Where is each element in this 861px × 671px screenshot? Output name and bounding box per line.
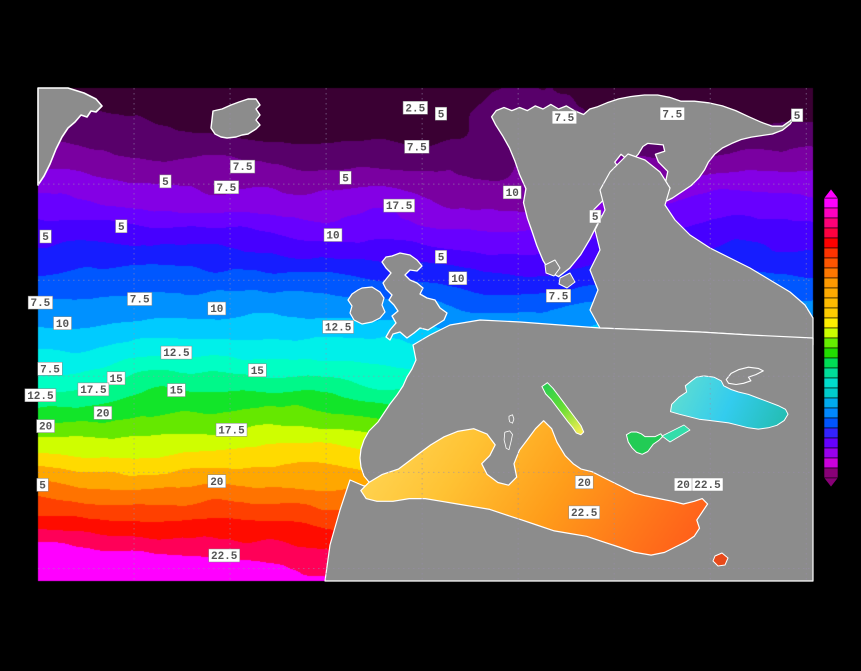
- svg-text:12.5: 12.5: [27, 391, 54, 403]
- svg-text:22.5: 22.5: [694, 480, 721, 492]
- svg-text:5: 5: [438, 253, 445, 265]
- svg-text:10: 10: [56, 319, 69, 331]
- svg-text:5: 5: [342, 173, 349, 185]
- svg-text:20: 20: [39, 422, 52, 434]
- svg-text:7.5: 7.5: [549, 291, 569, 303]
- svg-text:7.5: 7.5: [130, 295, 150, 307]
- svg-text:7.5: 7.5: [662, 109, 682, 121]
- svg-text:22.5: 22.5: [571, 508, 598, 520]
- svg-text:12.5: 12.5: [325, 323, 352, 335]
- svg-text:20: 20: [677, 480, 690, 492]
- svg-text:15: 15: [251, 366, 265, 378]
- svg-text:7.5: 7.5: [30, 298, 50, 310]
- svg-text:12.5: 12.5: [163, 348, 190, 360]
- svg-text:17.5: 17.5: [80, 385, 107, 397]
- svg-text:10: 10: [506, 188, 519, 200]
- svg-text:5: 5: [794, 111, 801, 123]
- svg-text:7.5: 7.5: [216, 183, 236, 195]
- svg-text:10: 10: [451, 274, 464, 286]
- svg-text:20: 20: [96, 409, 109, 421]
- svg-text:17.5: 17.5: [218, 425, 245, 437]
- svg-text:22.5: 22.5: [211, 551, 238, 563]
- svg-text:5: 5: [162, 177, 169, 189]
- svg-text:5: 5: [438, 109, 445, 121]
- svg-text:2.5: 2.5: [405, 103, 425, 115]
- svg-text:7.5: 7.5: [407, 142, 427, 154]
- svg-text:20: 20: [210, 477, 223, 489]
- svg-text:15: 15: [109, 374, 123, 386]
- svg-text:17.5: 17.5: [386, 201, 413, 213]
- svg-text:10: 10: [326, 231, 339, 243]
- svg-text:5: 5: [42, 232, 49, 244]
- svg-text:7.5: 7.5: [554, 113, 574, 125]
- svg-text:7.5: 7.5: [40, 364, 60, 376]
- svg-text:5: 5: [118, 222, 125, 234]
- svg-text:7.5: 7.5: [233, 162, 253, 174]
- svg-text:20: 20: [578, 478, 591, 490]
- svg-text:5: 5: [39, 481, 46, 493]
- svg-text:15: 15: [170, 386, 184, 398]
- svg-text:5: 5: [592, 212, 599, 224]
- svg-text:10: 10: [210, 304, 223, 316]
